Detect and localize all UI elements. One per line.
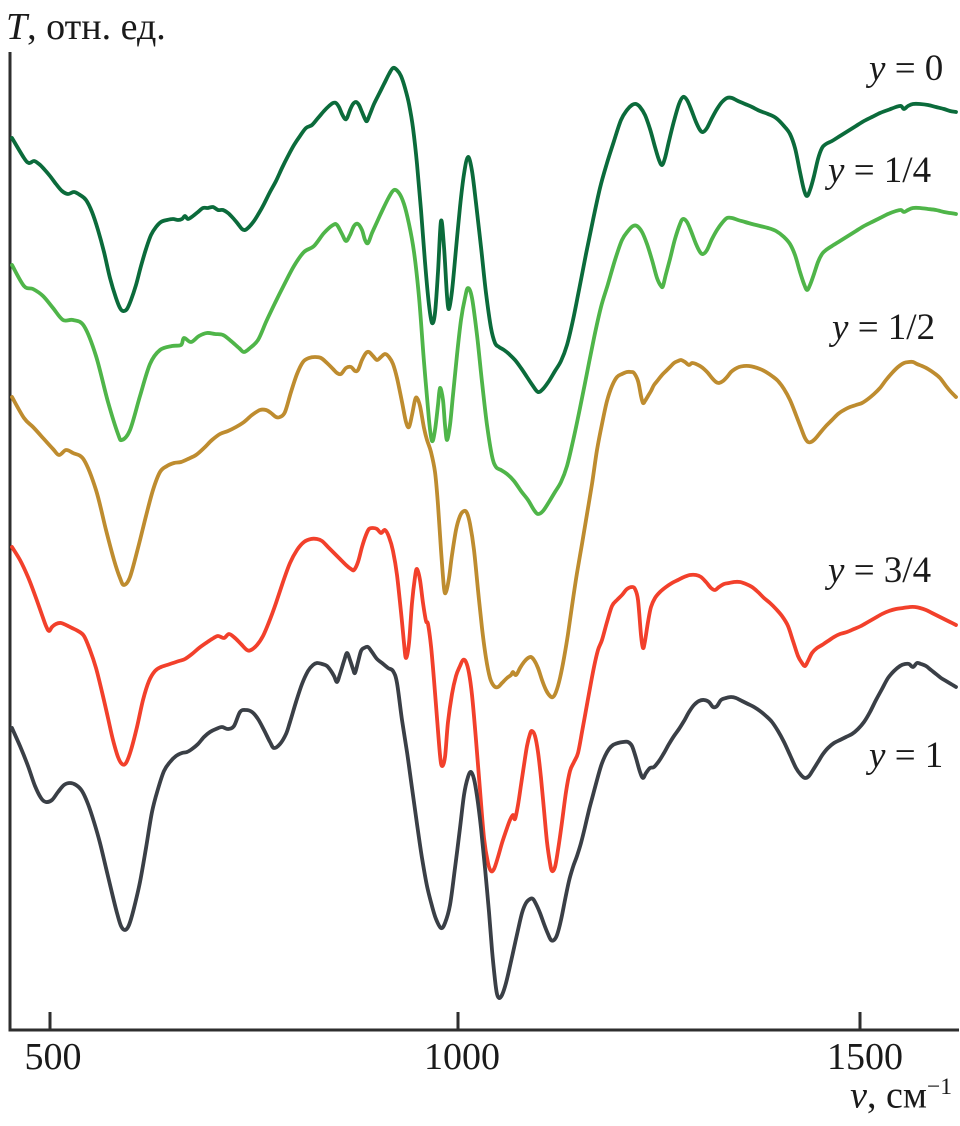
- x-axis-symbol: ν: [850, 1074, 868, 1117]
- curve-label-y-1: y = 1: [869, 737, 943, 774]
- curve-label-value: = 1: [885, 735, 944, 776]
- curve-label-value: = 1/2: [848, 307, 936, 348]
- curve-label-var: y: [828, 150, 845, 191]
- curve-label-var: y: [869, 735, 886, 776]
- curve-label-y-3-4: y = 3/4: [828, 552, 931, 589]
- spectrum-curve-0: [10, 65, 958, 394]
- y-axis-symbol: T: [6, 6, 28, 48]
- curve-label-var: y: [828, 550, 845, 591]
- y-axis-units: , отн. ед.: [27, 6, 166, 48]
- x-axis-units: , см: [867, 1074, 927, 1117]
- x-axis-title: ν, см−1: [850, 1074, 952, 1117]
- x-tick-label-500: 500: [24, 1036, 82, 1078]
- curve-label-value: = 0: [885, 48, 944, 89]
- curve-label-y-1-2: y = 1/2: [832, 309, 935, 346]
- x-axis-exponent: −1: [926, 1074, 952, 1100]
- curve-label-value: = 1/4: [844, 150, 932, 191]
- curve-label-value: = 3/4: [844, 550, 932, 591]
- curve-label-var: y: [832, 307, 849, 348]
- spectrum-curve-3: [10, 526, 958, 874]
- spectrum-curve-2: [10, 349, 958, 700]
- spectrum-curve-1: [10, 187, 958, 516]
- curve-label-y-1-4: y = 1/4: [828, 152, 931, 189]
- x-tick-label-1000: 1000: [424, 1036, 500, 1078]
- curve-label-y-0: y = 0: [869, 50, 943, 87]
- y-axis-title: T, отн. ед.: [6, 8, 166, 46]
- axes: [8, 52, 959, 1032]
- x-tick-label-1500: 1500: [827, 1036, 903, 1078]
- spectrum-curve-4: [10, 644, 958, 1000]
- curve-label-var: y: [869, 48, 886, 89]
